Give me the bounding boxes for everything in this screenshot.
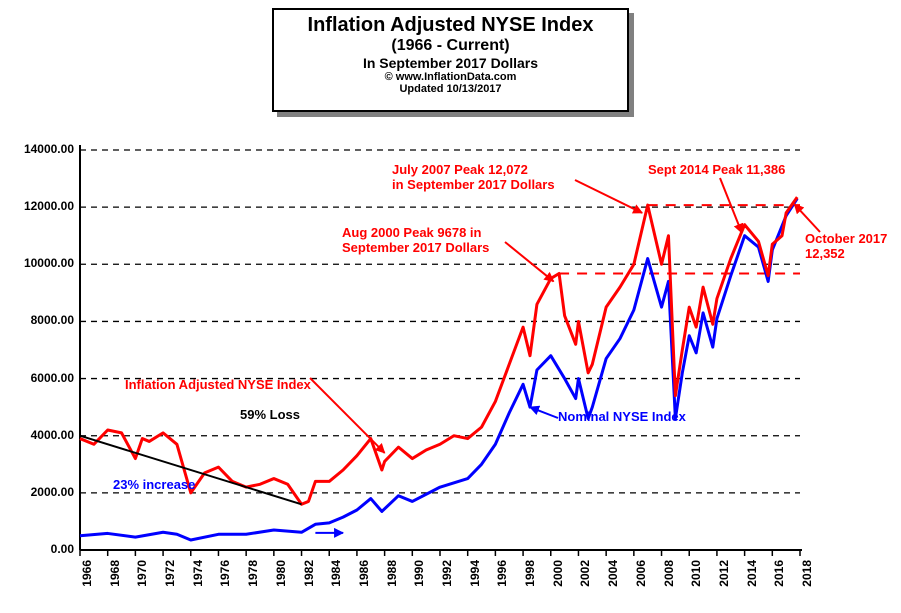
y-tick-label: 8000.00 <box>14 313 74 327</box>
anno-aug2000: Aug 2000 Peak 9678 in September 2017 Dol… <box>342 226 489 256</box>
x-tick-label: 1998 <box>523 560 537 600</box>
x-tick-label: 1990 <box>412 560 426 600</box>
x-tick-label: 2004 <box>606 560 620 600</box>
x-tick-label: 2012 <box>717 560 731 600</box>
anno-oct2017: October 2017 12,352 <box>805 232 887 262</box>
y-tick-label: 14000.00 <box>14 142 74 156</box>
x-tick-label: 2008 <box>662 560 676 600</box>
x-tick-label: 1972 <box>163 560 177 600</box>
x-tick-label: 1968 <box>108 560 122 600</box>
x-tick-label: 1984 <box>329 560 343 600</box>
x-tick-label: 2000 <box>551 560 565 600</box>
y-tick-label: 4000.00 <box>14 428 74 442</box>
x-tick-label: 2016 <box>772 560 786 600</box>
x-tick-label: 1986 <box>357 560 371 600</box>
x-tick-label: 2010 <box>689 560 703 600</box>
x-tick-label: 2002 <box>578 560 592 600</box>
x-tick-label: 2018 <box>800 560 814 600</box>
x-tick-label: 1966 <box>80 560 94 600</box>
anno-23inc: 23% increase <box>113 478 195 493</box>
y-tick-label: 12000.00 <box>14 199 74 213</box>
y-tick-label: 6000.00 <box>14 371 74 385</box>
plot-svg <box>0 0 901 613</box>
anno-59loss: 59% Loss <box>240 408 300 423</box>
y-tick-label: 0.00 <box>14 542 74 556</box>
x-tick-label: 1982 <box>302 560 316 600</box>
x-tick-label: 1980 <box>274 560 288 600</box>
x-tick-label: 2014 <box>745 560 759 600</box>
x-tick-label: 1970 <box>135 560 149 600</box>
x-tick-label: 2006 <box>634 560 648 600</box>
y-tick-label: 2000.00 <box>14 485 74 499</box>
chart-stage: Inflation Adjusted NYSE Index (1966 - Cu… <box>0 0 901 613</box>
x-tick-label: 1992 <box>440 560 454 600</box>
x-tick-label: 1974 <box>191 560 205 600</box>
x-tick-label: 1978 <box>246 560 260 600</box>
x-tick-label: 1994 <box>468 560 482 600</box>
x-tick-label: 1988 <box>385 560 399 600</box>
anno-adjusted-label: Inflation Adjusted NYSE Index <box>125 378 311 393</box>
y-tick-label: 10000.00 <box>14 256 74 270</box>
x-tick-label: 1976 <box>218 560 232 600</box>
anno-nominal-label: Nominal NYSE Index <box>558 410 686 425</box>
anno-sep2014: Sept 2014 Peak 11,386 <box>648 163 785 178</box>
x-tick-label: 1996 <box>495 560 509 600</box>
anno-jul2007: July 2007 Peak 12,072 in September 2017 … <box>392 163 555 193</box>
